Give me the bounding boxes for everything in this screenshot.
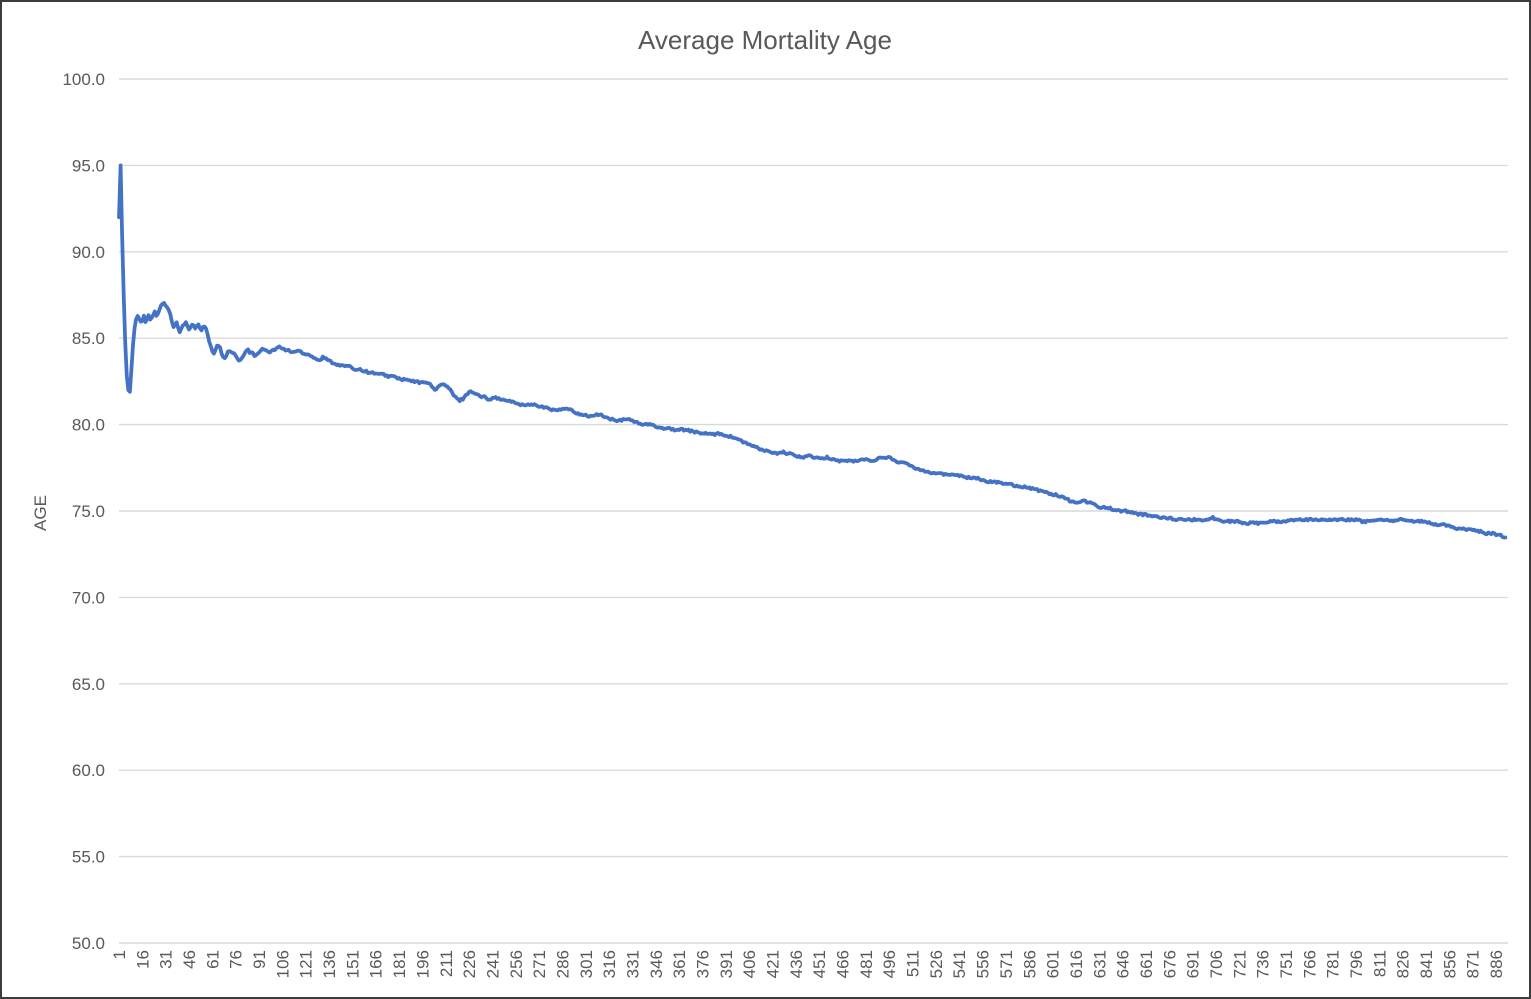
x-tick-label: 481 [857, 950, 876, 978]
x-tick-label: 196 [413, 950, 432, 978]
x-tick-label: 631 [1090, 950, 1109, 978]
chart-title: Average Mortality Age [638, 25, 892, 55]
x-tick-label: 676 [1160, 950, 1179, 978]
x-tick-label: 106 [273, 950, 292, 978]
y-tick-label: 55.0 [72, 848, 105, 867]
x-tick-label: 136 [320, 950, 339, 978]
x-tick-label: 691 [1184, 950, 1203, 978]
x-tick-label: 436 [787, 950, 806, 978]
x-tick-label: 391 [717, 950, 736, 978]
y-tick-label: 70.0 [72, 588, 105, 607]
y-axis-title: AGE [31, 495, 50, 531]
x-tick-label: 376 [694, 950, 713, 978]
x-tick-label: 601 [1044, 950, 1063, 978]
x-tick-label: 61 [203, 950, 222, 969]
x-tick-label: 76 [227, 950, 246, 969]
x-tick-label: 226 [460, 950, 479, 978]
x-tick-label: 286 [554, 950, 573, 978]
x-tick-label: 661 [1137, 950, 1156, 978]
y-tick-label: 95.0 [72, 156, 105, 175]
x-tick-label: 796 [1347, 950, 1366, 978]
x-tick-label: 406 [740, 950, 759, 978]
gridlines [119, 78, 1508, 944]
x-tick-label: 526 [927, 950, 946, 978]
x-tick-label: 361 [670, 950, 689, 978]
x-tick-label: 871 [1464, 950, 1483, 978]
x-tick-label: 886 [1487, 950, 1506, 978]
y-tick-label: 80.0 [72, 416, 105, 435]
x-tick-label: 736 [1254, 950, 1273, 978]
x-tick-label: 1 [110, 950, 129, 959]
x-tick-label: 301 [577, 950, 596, 978]
x-tick-label: 331 [624, 950, 643, 978]
x-tick-label: 46 [180, 950, 199, 969]
x-tick-label: 751 [1277, 950, 1296, 978]
x-tick-label: 616 [1067, 950, 1086, 978]
x-tick-label: 811 [1370, 950, 1389, 977]
x-tick-label: 16 [133, 950, 152, 969]
x-tick-label: 466 [834, 950, 853, 978]
x-tick-label: 211 [437, 950, 456, 977]
x-tick-label: 121 [297, 950, 316, 978]
series-line [117, 163, 1508, 540]
y-tick-label: 60.0 [72, 761, 105, 780]
x-tick-label: 271 [530, 950, 549, 978]
x-tick-label: 841 [1417, 950, 1436, 978]
x-tick-label: 646 [1114, 950, 1133, 978]
y-tick-label: 100.0 [62, 70, 105, 89]
y-tick-label: 65.0 [72, 675, 105, 694]
x-tick-label: 766 [1300, 950, 1319, 978]
y-tick-label: 85.0 [72, 329, 105, 348]
x-tick-label: 856 [1440, 950, 1459, 978]
x-tick-label: 571 [997, 950, 1016, 978]
x-tick-label: 241 [483, 950, 502, 978]
y-axis-labels: 50.0 55.0 60.0 65.0 70.0 75.0 80.0 85.0 90.0 95.0… [62, 70, 105, 953]
x-tick-label: 151 [343, 950, 362, 978]
x-tick-label: 586 [1020, 950, 1039, 978]
x-tick-label: 31 [157, 950, 176, 969]
x-tick-label: 421 [764, 950, 783, 978]
x-tick-label: 721 [1230, 950, 1249, 978]
x-tick-label: 166 [367, 950, 386, 978]
x-tick-label: 511 [904, 950, 923, 977]
x-tick-label: 91 [250, 950, 269, 969]
x-tick-label: 541 [950, 950, 969, 978]
x-tick-label: 556 [974, 950, 993, 978]
x-tick-label: 781 [1324, 950, 1343, 978]
x-tick-label: 826 [1394, 950, 1413, 978]
x-tick-label: 451 [810, 950, 829, 978]
x-tick-label: 181 [390, 950, 409, 978]
x-axis-labels: 1 16 31 46 61 76 91 106 121 136 151 166 181 196 211 226… [110, 950, 1506, 978]
x-tick-label: 496 [880, 950, 899, 978]
x-tick-label: 316 [600, 950, 619, 978]
x-tick-label: 346 [647, 950, 666, 978]
y-tick-label: 75.0 [72, 502, 105, 521]
y-tick-label: 50.0 [72, 934, 105, 953]
y-tick-label: 90.0 [72, 243, 105, 262]
series-group [117, 163, 1508, 540]
x-tick-label: 706 [1207, 950, 1226, 978]
x-tick-label: 256 [507, 950, 526, 978]
